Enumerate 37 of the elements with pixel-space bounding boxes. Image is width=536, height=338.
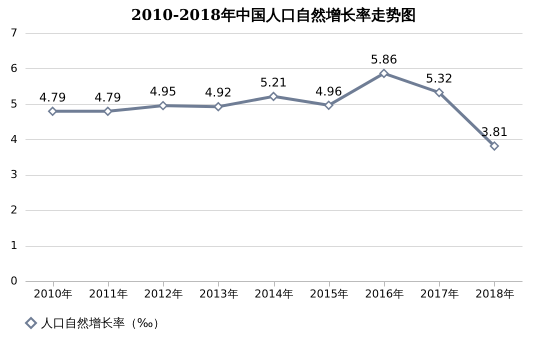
point xyxy=(324,100,334,110)
data-label: 4.79 xyxy=(39,90,66,104)
data-label: 4.92 xyxy=(204,86,232,100)
x-tick-label: 2017年 xyxy=(420,288,460,300)
point xyxy=(214,102,223,112)
point xyxy=(158,101,168,110)
data-label: 4.96 xyxy=(315,84,342,98)
point xyxy=(490,141,500,151)
y-tick-label: 1 xyxy=(10,239,18,252)
x-tick-label: 2016年 xyxy=(364,288,404,300)
data-label: 4.79 xyxy=(94,90,122,104)
point xyxy=(268,92,278,102)
point xyxy=(434,88,444,98)
x-tick-label: 2011年 xyxy=(88,288,128,300)
y-tick-label: 0 xyxy=(10,274,18,288)
data-label: 5.86 xyxy=(370,52,398,66)
x-tick-label: 2015年 xyxy=(310,288,349,300)
data-label: 5.32 xyxy=(426,72,453,86)
legend-label: 人口自然增长率（‰） xyxy=(41,316,166,330)
y-tick-label: 7 xyxy=(10,26,18,40)
data-label: 5.21 xyxy=(260,75,287,90)
data-label: 3.81 xyxy=(481,125,508,140)
x-tick-label: 2018年 xyxy=(475,288,514,300)
point xyxy=(48,106,58,116)
point xyxy=(103,106,112,116)
y-tick-label: 6 xyxy=(10,62,18,75)
y-tick-label: 2 xyxy=(10,204,18,217)
y-tick-label: 5 xyxy=(10,97,18,110)
x-tick-label: 2013年 xyxy=(199,288,238,300)
data-label: 4.95 xyxy=(150,84,176,99)
y-tick-label: 4 xyxy=(10,132,18,146)
x-tick-label: 2012年 xyxy=(144,288,184,300)
x-tick-label: 2014年 xyxy=(254,288,294,300)
y-tick-label: 3 xyxy=(10,168,18,182)
point xyxy=(379,68,389,78)
chart-title: 2010-2018年中国人口自然增长率走势图 xyxy=(131,6,416,24)
x-tick-label: 2010年 xyxy=(34,288,73,300)
